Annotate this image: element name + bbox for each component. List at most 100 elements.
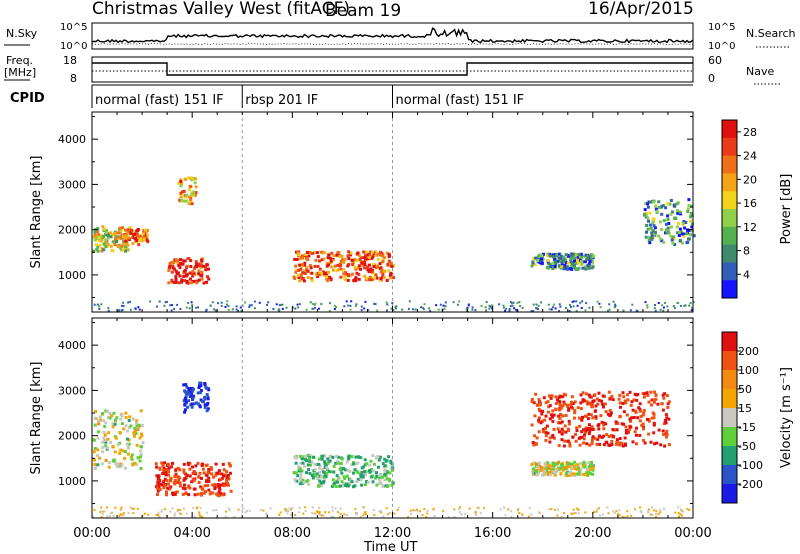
echo-cell xyxy=(104,245,108,249)
scatter-cell xyxy=(657,302,660,304)
echo-cell xyxy=(216,483,220,487)
echo-cell xyxy=(342,261,346,265)
echo-cell xyxy=(345,474,349,478)
colorbar-swatch xyxy=(722,209,737,228)
echo-cell xyxy=(585,257,589,261)
echo-cell xyxy=(326,457,330,461)
colorbar-tick-label: 16 xyxy=(743,197,757,210)
echo-cell xyxy=(609,434,613,438)
colorbar-tick-label: 100 xyxy=(738,364,759,377)
echo-cell xyxy=(309,463,313,467)
echo-cell xyxy=(135,424,139,428)
echo-cell xyxy=(200,277,204,281)
echo-cell xyxy=(109,441,113,444)
echo-cell xyxy=(365,250,369,254)
scatter-cell xyxy=(510,515,513,518)
echo-cell xyxy=(179,258,182,262)
scatter-cell xyxy=(617,512,620,515)
echo-cell xyxy=(216,493,220,497)
echo-cell xyxy=(366,268,370,272)
echo-cell xyxy=(386,262,390,266)
echo-cell xyxy=(687,198,691,202)
echo-cell xyxy=(119,235,123,239)
echo-cell xyxy=(572,266,576,269)
echo-cell xyxy=(664,421,668,425)
echo-cell xyxy=(576,406,580,410)
echo-cell xyxy=(567,419,571,423)
echo-cell xyxy=(596,437,600,441)
echo-cell xyxy=(544,438,548,442)
scatter-cell xyxy=(331,506,334,509)
echo-cell xyxy=(530,397,534,401)
colorbar-swatch xyxy=(722,370,737,390)
echo-cell xyxy=(293,257,297,261)
echo-cell xyxy=(560,432,564,436)
scatter-cell xyxy=(380,510,383,513)
echo-cell xyxy=(104,440,108,444)
echo-cell xyxy=(136,237,140,241)
echo-cell xyxy=(544,427,547,431)
scatter-cell xyxy=(121,309,124,311)
echo-cell xyxy=(325,472,329,475)
scatter-cell xyxy=(225,510,227,513)
echo-cell xyxy=(121,449,125,453)
scatter-cell xyxy=(612,300,615,303)
y-tick-label: 3000 xyxy=(58,384,86,397)
echo-cell xyxy=(597,398,601,402)
scatter-cell xyxy=(275,303,278,306)
echo-cell xyxy=(316,275,320,278)
echo-cell xyxy=(385,279,389,282)
echo-cell xyxy=(350,455,354,459)
scatter-cell xyxy=(575,300,578,303)
echo-cell xyxy=(657,234,661,238)
echo-cell xyxy=(205,463,209,467)
echo-cell xyxy=(608,397,612,401)
echo-cell xyxy=(173,478,177,482)
echo-cell xyxy=(199,266,203,270)
scatter-cell xyxy=(640,511,643,514)
scatter-cell xyxy=(173,307,176,310)
echo-cell xyxy=(547,266,551,270)
echo-cell xyxy=(318,273,322,277)
echo-cell xyxy=(353,265,357,269)
echo-cell xyxy=(595,397,599,401)
scatter-cell xyxy=(363,512,366,515)
scatter-cell xyxy=(235,308,238,311)
echo-cell xyxy=(139,238,142,241)
echo-cell xyxy=(389,459,393,463)
echo-cell xyxy=(624,401,628,405)
echo-cell xyxy=(579,259,583,263)
echo-cell xyxy=(679,230,683,234)
colorbar-tick-label: 20 xyxy=(743,173,757,186)
scatter-cell xyxy=(666,305,669,308)
echo-cell xyxy=(297,465,300,469)
echo-cell xyxy=(548,440,552,444)
echo-cell xyxy=(581,266,585,270)
echo-cell xyxy=(307,468,310,472)
echo-cell xyxy=(306,478,310,482)
echo-cell xyxy=(687,228,691,232)
echo-cell xyxy=(587,423,591,427)
echo-cell xyxy=(369,267,373,271)
scatter-cell xyxy=(633,508,636,511)
echo-cell xyxy=(98,418,102,422)
echo-cell xyxy=(103,438,107,442)
scatter-cell xyxy=(228,509,231,512)
echo-cell xyxy=(557,444,561,448)
echo-cell xyxy=(296,474,300,478)
echo-cell xyxy=(196,492,200,496)
echo-cell xyxy=(354,276,358,280)
echo-cell xyxy=(210,472,214,476)
echo-cell xyxy=(145,229,149,232)
echo-cell xyxy=(318,466,321,470)
echo-cell xyxy=(582,441,586,445)
echo-cell xyxy=(389,271,393,275)
echo-cell xyxy=(213,487,217,491)
echo-cell xyxy=(568,267,572,271)
echo-cell xyxy=(184,472,188,476)
echo-cell xyxy=(106,437,110,441)
echo-cell xyxy=(158,488,162,492)
echo-cell xyxy=(126,243,130,247)
scatter-cell xyxy=(336,511,339,514)
echo-cell xyxy=(576,258,579,262)
